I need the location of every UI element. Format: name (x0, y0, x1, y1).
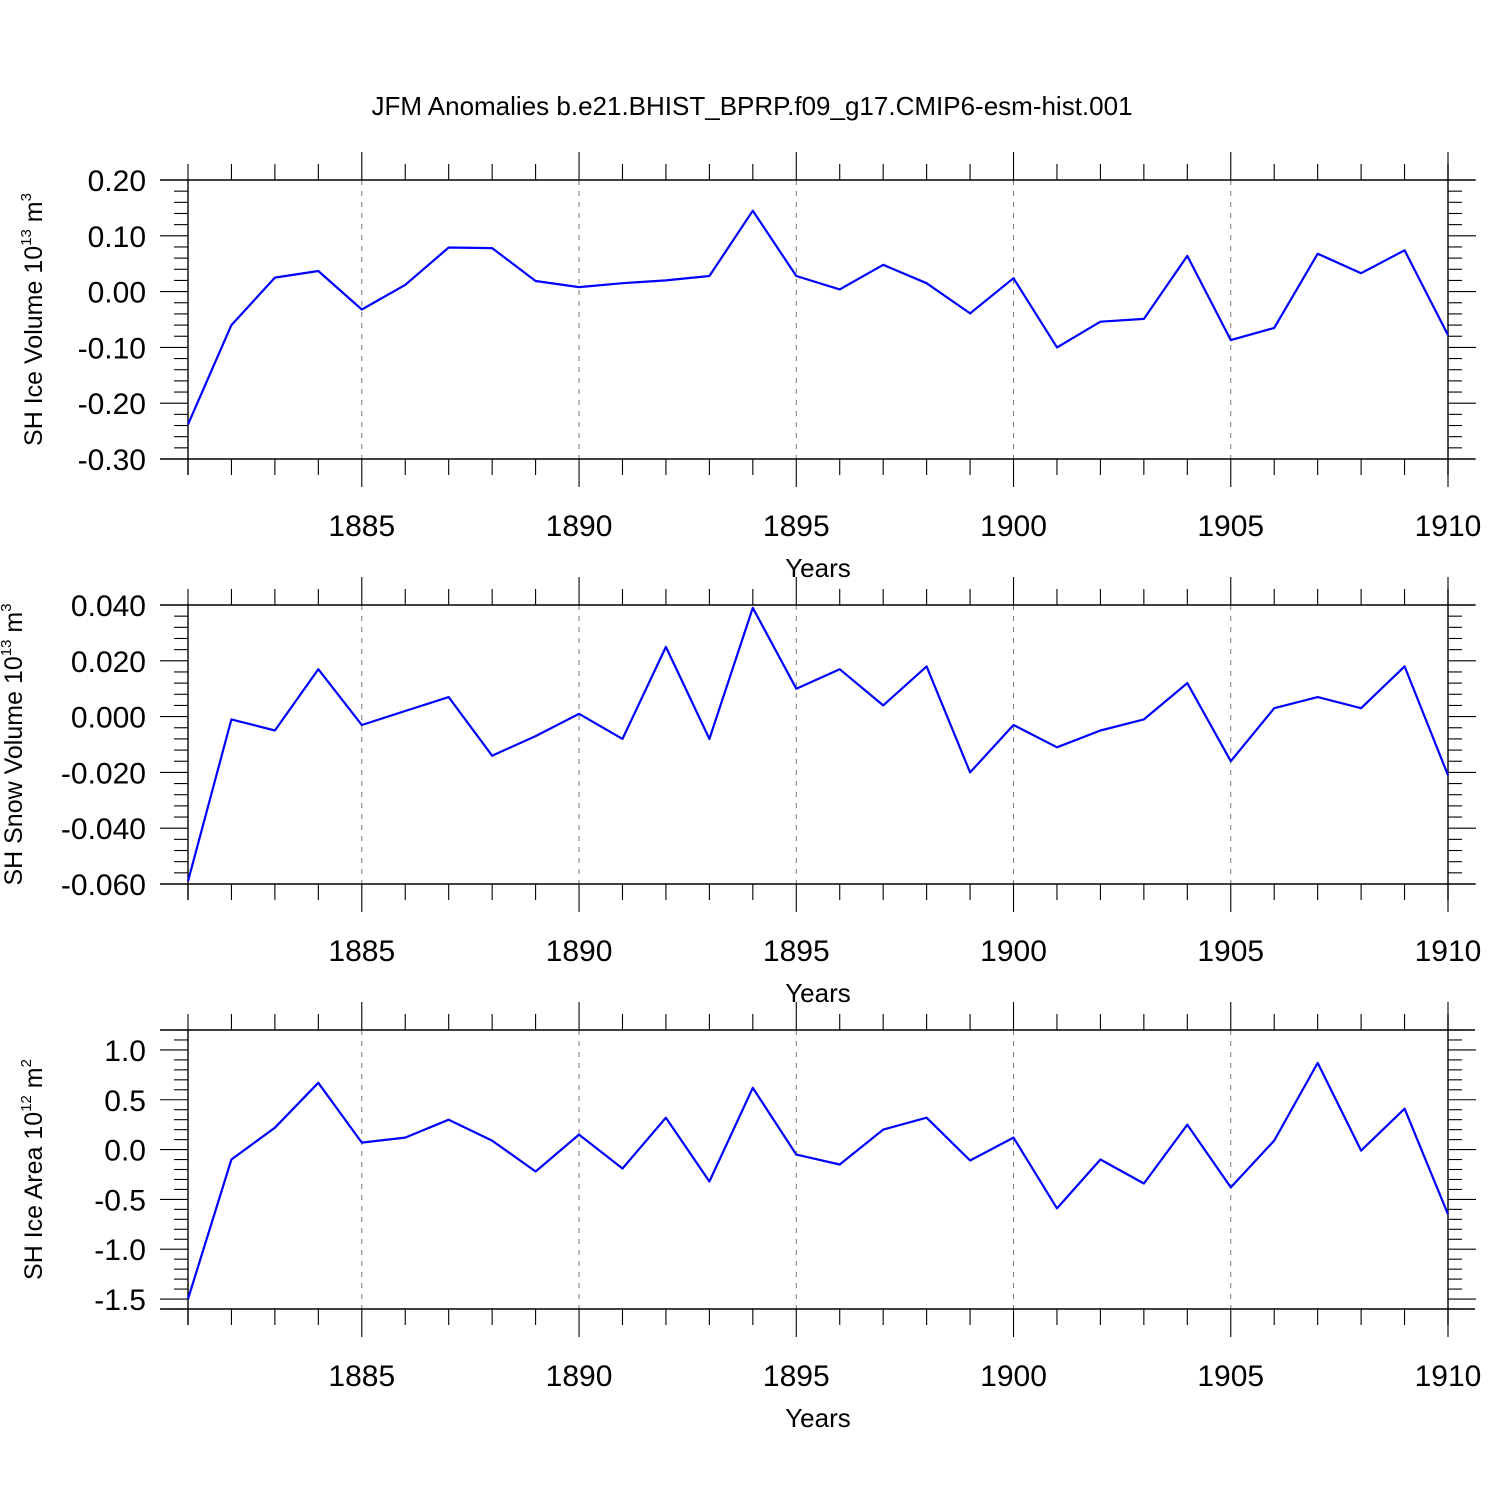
y-axis-label-unit-exponent: 2 (18, 1059, 35, 1067)
y-axis-label-text: SH Ice Area 10 (20, 1112, 48, 1280)
y-tick-label: 0.00 (88, 277, 146, 310)
y-tick-label: 0.20 (88, 165, 146, 198)
y-tick-label: -0.10 (78, 332, 146, 365)
y-axis-label-unit: m (20, 201, 48, 229)
series-line (186, 606, 1450, 882)
x-tick-label: 1900 (980, 1360, 1047, 1393)
y-tick-label: 0.020 (71, 646, 146, 679)
y-tick-label: -0.060 (61, 869, 146, 902)
x-tick-label: 1890 (546, 1360, 613, 1393)
y-tick-label: 0.000 (71, 702, 146, 735)
y-tick-label: 0.040 (71, 590, 146, 623)
chart-title: JFM Anomalies b.e21.BHIST_BPRP.f09_g17.C… (371, 91, 1132, 121)
x-tick-label: 1885 (328, 935, 395, 968)
y-axis-label: SH Snow Volume 1013 m3 (0, 603, 28, 885)
y-tick-label: 0.0 (104, 1135, 146, 1168)
x-axis-label: Years (785, 553, 851, 583)
x-tick-label: 1890 (546, 935, 613, 968)
x-tick-label: 1900 (980, 935, 1047, 968)
panel-1: 1885 1890 1895 1900 1905 1910 0.20 0.10 0.00 -0.1… (18, 152, 1481, 583)
x-tick-label: 1885 (328, 510, 395, 543)
y-axis-label: SH Ice Area 1012 m2 (18, 1059, 48, 1280)
y-tick-label: 1.0 (104, 1035, 146, 1068)
y-tick-label: -1.5 (94, 1284, 146, 1317)
panels: 1885 1890 1895 1900 1905 1910 0.20 0.10 0.00 -0.1… (0, 152, 1481, 1433)
y-axis-label-exponent: 13 (18, 229, 35, 246)
y-tick-label: -1.0 (94, 1234, 146, 1267)
y-tick-label: -0.20 (78, 388, 146, 421)
y-tick-label: 0.5 (104, 1085, 146, 1118)
x-tick-label: 1910 (1415, 510, 1482, 543)
x-tick-label: 1905 (1197, 510, 1264, 543)
x-tick-label: 1905 (1197, 935, 1264, 968)
y-tick-label: -0.5 (94, 1184, 146, 1217)
series-line (186, 209, 1449, 425)
x-tick-label: 1895 (763, 1360, 830, 1393)
x-axis-label: Years (785, 1403, 851, 1433)
x-tick-label: 1905 (1197, 1360, 1264, 1393)
y-axis-label-unit-exponent: 3 (18, 193, 35, 201)
x-tick-label: 1895 (763, 510, 830, 543)
series-line (186, 1061, 1450, 1300)
y-axis-label-unit: m (20, 1067, 48, 1095)
y-tick-label: -0.040 (61, 813, 146, 846)
y-axis-label-text: SH Snow Volume 10 (0, 656, 28, 885)
x-axis-label: Years (785, 978, 851, 1008)
x-tick-label: 1900 (980, 510, 1047, 543)
panel-2: 1885 1890 1895 1900 1905 1910 0.040 0.020 0.000 -… (0, 577, 1481, 1008)
y-axis-label-exponent: 13 (0, 640, 15, 657)
x-tick-label: 1885 (328, 1360, 395, 1393)
x-tick-label: 1895 (763, 935, 830, 968)
y-tick-label: -0.30 (78, 444, 146, 477)
panel-3: 1885 1890 1895 1900 1905 1910 1.0 0.5 0.0 -0.5 -1.… (18, 1002, 1481, 1433)
y-axis-label-exponent: 12 (18, 1095, 35, 1112)
y-axis-label-unit-exponent: 3 (0, 603, 15, 611)
y-axis-label-text: SH Ice Volume 10 (20, 246, 48, 446)
y-axis-label: SH Ice Volume 1013 m3 (18, 193, 48, 446)
x-tick-label: 1910 (1415, 935, 1482, 968)
x-tick-label: 1910 (1415, 1360, 1482, 1393)
y-tick-label: 0.10 (88, 221, 146, 254)
x-tick-label: 1890 (546, 510, 613, 543)
y-tick-label: -0.020 (61, 757, 146, 790)
y-axis-label-unit: m (0, 612, 28, 640)
